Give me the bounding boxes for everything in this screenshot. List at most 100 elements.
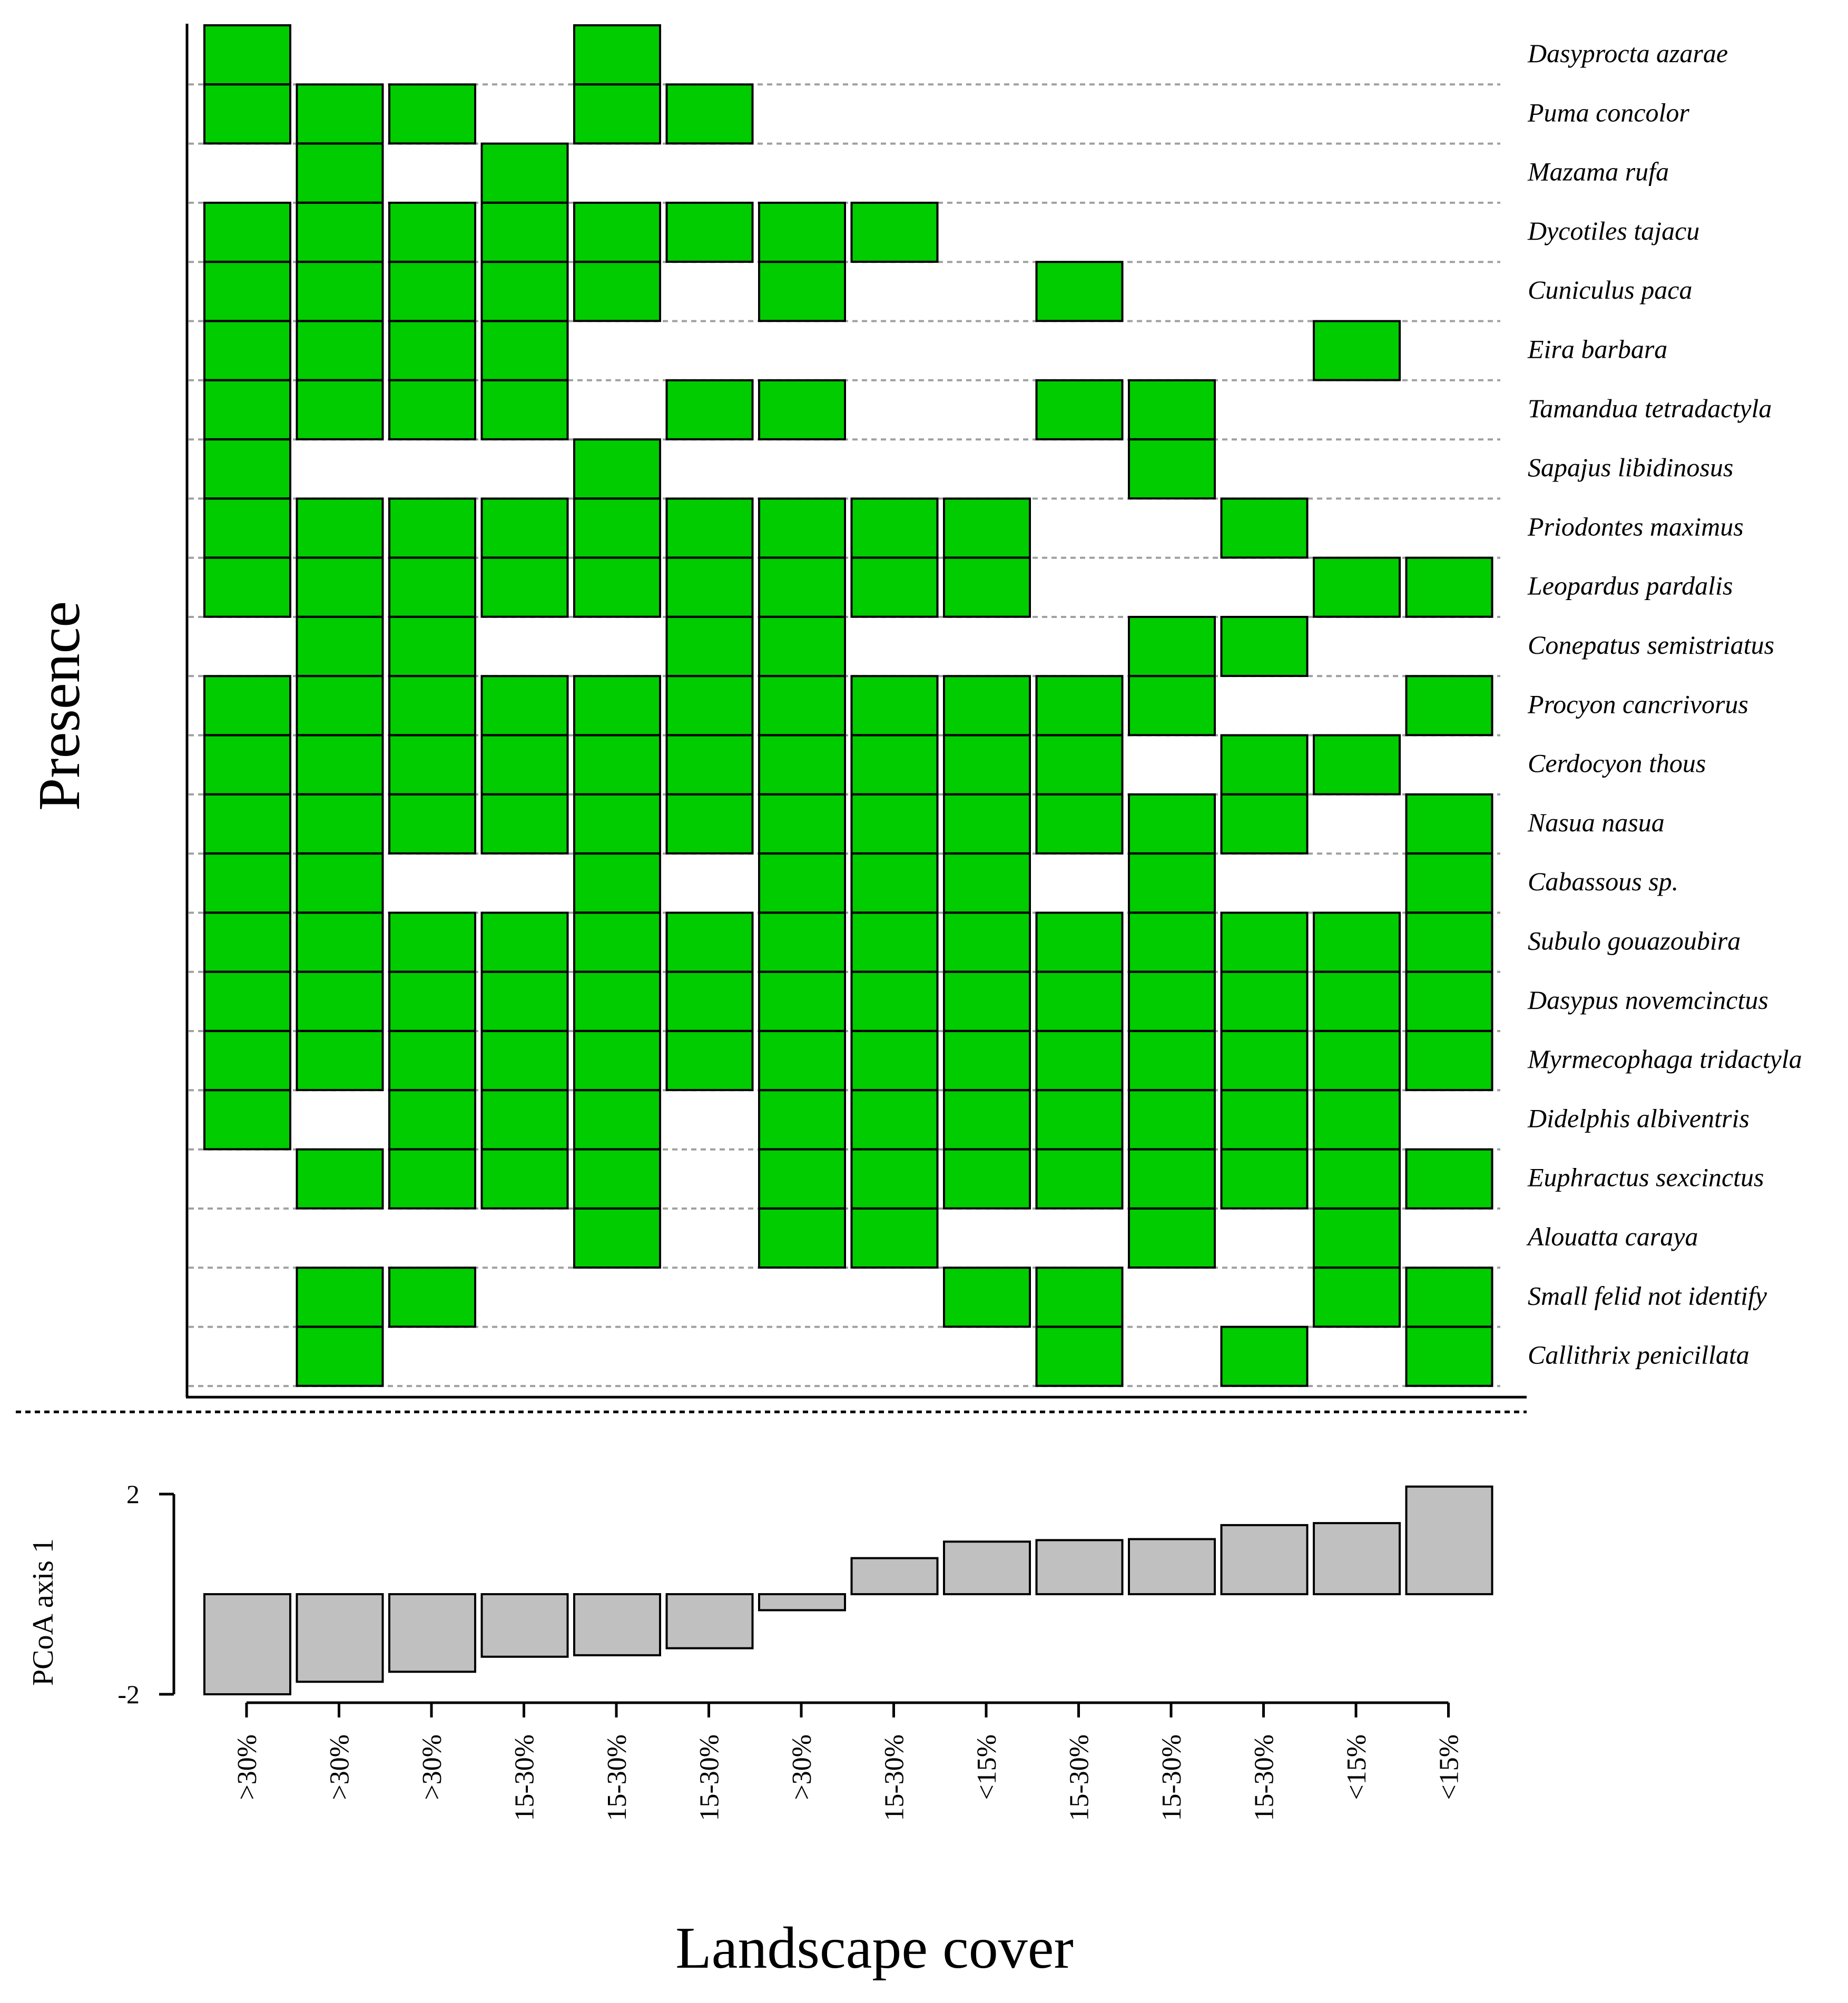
presence-cell — [1220, 1325, 1309, 1387]
species-label: Euphractus sexcinctus — [1527, 1163, 1764, 1192]
presence-cell — [388, 1148, 476, 1210]
presence-cell — [1405, 1266, 1493, 1328]
presence-cell — [1405, 675, 1493, 737]
presence-cell — [573, 970, 661, 1032]
presence-cell — [296, 793, 384, 855]
presence-cell — [850, 201, 939, 263]
presence-cell — [1128, 1089, 1216, 1151]
species-label: Cerdocyon thous — [1528, 749, 1706, 778]
species-labels: Dasyprocta azarae Puma concolor Mazama ruf… — [1526, 38, 1802, 1370]
pcoa-bar — [850, 1557, 939, 1596]
presence-cell — [758, 970, 846, 1032]
presence-cell — [573, 1030, 661, 1092]
pcoa-bar — [203, 1593, 291, 1695]
presence-cell — [296, 1325, 384, 1387]
presence-cell — [1035, 675, 1124, 737]
presence-cell — [943, 1089, 1031, 1151]
presence-cell — [203, 675, 291, 737]
presence-cell — [665, 793, 754, 855]
pcoa-bar — [1220, 1524, 1309, 1595]
species-label: Leopardus pardalis — [1527, 571, 1733, 601]
presence-cell — [758, 1148, 846, 1210]
species-label: Dasypus novemcinctus — [1527, 985, 1768, 1015]
pcoa-bar — [1128, 1538, 1216, 1595]
presence-cell — [1220, 911, 1309, 973]
presence-cell — [573, 734, 661, 796]
presence-cell — [388, 970, 476, 1032]
presence-cell — [296, 320, 384, 381]
x-tick-label: <15% — [1342, 1734, 1372, 1800]
pcoa-bar — [665, 1593, 754, 1649]
presence-cell — [943, 675, 1031, 737]
presence-cell — [480, 261, 569, 322]
presence-cell — [1035, 911, 1124, 973]
species-label: Mazama rufa — [1527, 157, 1669, 186]
presence-cell — [758, 616, 846, 677]
presence-cell — [1220, 1148, 1309, 1210]
presence-cell — [388, 83, 476, 145]
presence-axis-title: Presence — [27, 601, 92, 811]
presence-cell — [1313, 911, 1401, 973]
x-tick-label: 15-30% — [1065, 1734, 1095, 1821]
presence-cell — [758, 1030, 846, 1092]
pcoa-bar — [758, 1593, 846, 1612]
x-tick-label: <15% — [972, 1734, 1002, 1800]
presence-cell — [573, 261, 661, 322]
presence-cell — [296, 1266, 384, 1328]
presence-cell — [203, 852, 291, 914]
presence-cell — [1220, 734, 1309, 796]
axes: 2 -2 — [16, 24, 1527, 1709]
presence-cell — [296, 379, 384, 440]
presence-cell — [296, 734, 384, 796]
presence-cell — [480, 320, 569, 381]
presence-cell — [758, 675, 846, 737]
presence-cell — [665, 556, 754, 618]
presence-cell — [1035, 1266, 1124, 1328]
presence-cell — [1405, 970, 1493, 1032]
presence-cell — [296, 497, 384, 559]
presence-cell — [1313, 320, 1401, 381]
presence-cell — [388, 379, 476, 440]
species-label: Conepatus semistriatus — [1528, 630, 1774, 660]
x-tick-label: >30% — [787, 1734, 817, 1800]
presence-cell — [296, 1030, 384, 1092]
presence-cell — [573, 1207, 661, 1269]
presence-cell — [480, 1148, 569, 1210]
presence-cells — [203, 24, 1493, 1387]
presence-cell — [850, 911, 939, 973]
presence-cell — [758, 911, 846, 973]
presence-cell — [1035, 970, 1124, 1032]
presence-cell — [573, 1148, 661, 1210]
presence-cell — [1405, 556, 1493, 618]
presence-cell — [758, 852, 846, 914]
presence-cell — [1128, 616, 1216, 677]
presence-cell — [296, 675, 384, 737]
presence-cell — [665, 911, 754, 973]
presence-cell — [1220, 497, 1309, 559]
presence-cell — [1405, 852, 1493, 914]
presence-cell — [1035, 734, 1124, 796]
presence-cell — [296, 556, 384, 618]
x-tick-label: 15-30% — [1157, 1734, 1187, 1821]
presence-cell — [758, 556, 846, 618]
species-label: Procyon cancrivorus — [1527, 689, 1748, 719]
presence-cell — [1035, 379, 1124, 440]
presence-cell — [203, 24, 291, 85]
presence-cell — [296, 911, 384, 973]
presence-cell — [1128, 793, 1216, 855]
presence-cell — [665, 616, 754, 677]
presence-cell — [480, 911, 569, 973]
x-tick-label: >30% — [417, 1734, 447, 1800]
presence-cell — [1035, 1325, 1124, 1387]
presence-cell — [1128, 379, 1216, 440]
presence-cell — [665, 1030, 754, 1092]
pcoa-bar — [943, 1540, 1031, 1595]
presence-cell — [943, 734, 1031, 796]
species-label: Tamandua tetradactyla — [1528, 394, 1772, 423]
presence-cell — [203, 911, 291, 973]
presence-cell — [758, 201, 846, 263]
presence-cell — [296, 616, 384, 677]
x-axis-title: Landscape cover — [675, 1916, 1074, 1981]
presence-cell — [573, 497, 661, 559]
presence-cell — [573, 556, 661, 618]
